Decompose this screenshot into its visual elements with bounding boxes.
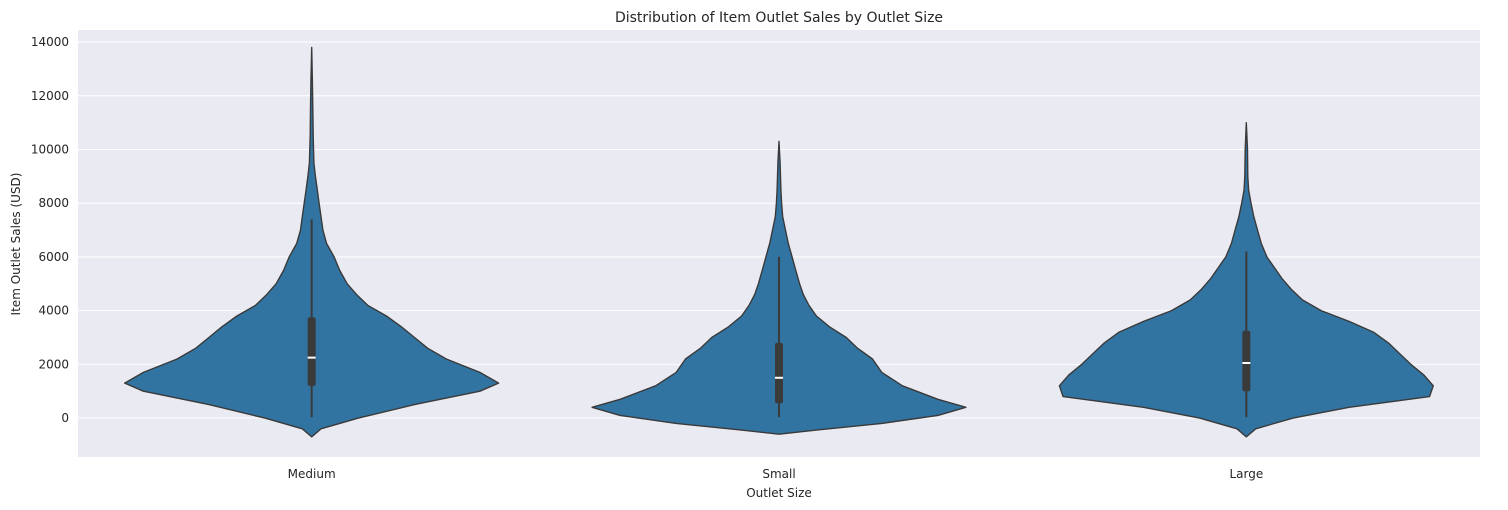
y-tick-label: 4000 [38,304,69,318]
y-axis-ticks: 0 2000 4000 6000 8000 10000 12000 14000 [31,35,69,425]
violins [124,46,1434,438]
x-tick-label: Small [762,467,795,481]
y-tick-label: 2000 [38,357,69,371]
violin-iqr-box [1242,330,1251,392]
violin-iqr-box [775,342,783,404]
x-axis-label: Outlet Size [746,486,812,500]
y-tick-label: 0 [61,411,69,425]
chart-title: Distribution of Item Outlet Sales by Out… [615,10,943,26]
y-tick-label: 14000 [31,35,69,49]
y-tick-label: 10000 [31,143,69,157]
x-tick-label: Medium [288,467,336,481]
y-tick-label: 6000 [38,250,69,264]
x-tick-label: Large [1229,467,1263,481]
y-tick-label: 8000 [38,196,69,210]
x-axis-ticks: Medium Small Large [288,467,1264,481]
y-axis-label: Item Outlet Sales (USD) [9,173,23,316]
y-tick-label: 12000 [31,89,69,103]
violin-iqr-box [307,317,316,386]
